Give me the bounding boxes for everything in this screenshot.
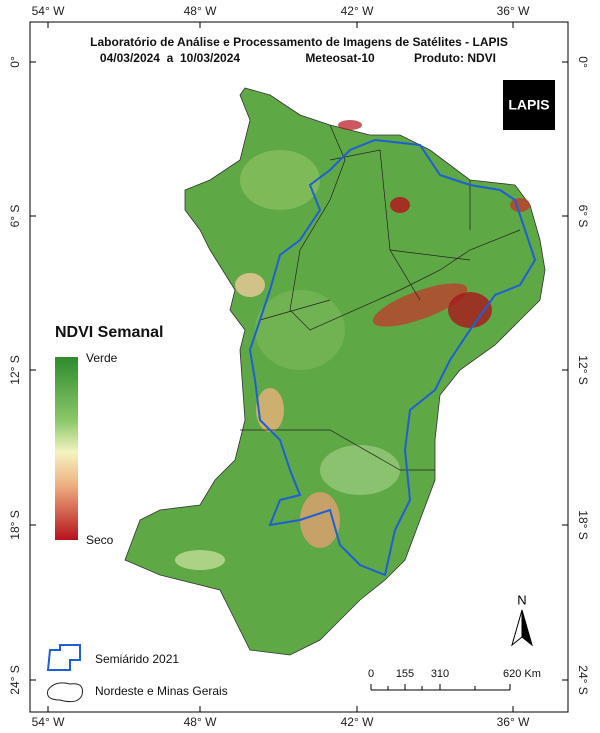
product: Produto: NDVI bbox=[414, 51, 496, 65]
lon-label: 42° W bbox=[341, 4, 374, 18]
lon-label: 48° W bbox=[184, 4, 217, 18]
state-borders bbox=[289, 124, 521, 331]
scale-label: 0 bbox=[368, 668, 374, 680]
semiarid-outline bbox=[248, 138, 537, 577]
lat-label: 24° S bbox=[576, 665, 590, 694]
region-symbol bbox=[47, 682, 83, 703]
semiarid-symbol bbox=[46, 644, 81, 671]
lon-label: 54° W bbox=[32, 4, 65, 18]
graticule-ticks bbox=[30, 22, 568, 712]
legend-colorbar bbox=[55, 357, 78, 540]
map-legend-label: Nordeste e Minas Gerais bbox=[95, 684, 228, 698]
north-arrow bbox=[521, 609, 533, 647]
lat-label: 24° S bbox=[8, 665, 22, 694]
title: Laboratório de Análise e Processamento d… bbox=[90, 35, 508, 49]
lon-label: 36° W bbox=[497, 4, 530, 18]
scale-bar bbox=[370, 684, 511, 691]
lat-label: 0° bbox=[8, 56, 22, 68]
lon-label: 48° W bbox=[184, 715, 217, 729]
logo-box bbox=[503, 80, 555, 130]
dates: 04/03/2024 a 10/03/2024 bbox=[100, 51, 240, 65]
logo-text: LAPIS bbox=[508, 97, 549, 113]
lat-label: 12° S bbox=[8, 355, 22, 384]
lat-label: 18° S bbox=[576, 510, 590, 539]
state-borders bbox=[240, 149, 471, 471]
lon-label: 42° W bbox=[341, 715, 374, 729]
lon-label: 36° W bbox=[497, 715, 530, 729]
lat-label: 6° S bbox=[576, 205, 590, 228]
satellite: Meteosat-10 bbox=[305, 51, 375, 65]
legend-title: NDVI Semanal bbox=[55, 324, 163, 341]
scale-label: 620 Km bbox=[503, 668, 541, 680]
north-label: N bbox=[517, 592, 526, 607]
lon-label: 54° W bbox=[32, 715, 65, 729]
ndvi-patches bbox=[175, 120, 530, 570]
lat-label: 6° S bbox=[8, 205, 22, 228]
region-ndvi bbox=[124, 87, 546, 656]
legend-high: Verde bbox=[86, 351, 118, 365]
lat-label: 12° S bbox=[576, 355, 590, 384]
scale-label: 155 bbox=[396, 668, 414, 680]
scale-label: 310 bbox=[431, 668, 449, 680]
legend-low: Seco bbox=[86, 533, 114, 547]
map-legend-label: Semiárido 2021 bbox=[95, 652, 179, 666]
lat-label: 0° bbox=[576, 56, 590, 68]
lat-label: 18° S bbox=[8, 510, 22, 539]
